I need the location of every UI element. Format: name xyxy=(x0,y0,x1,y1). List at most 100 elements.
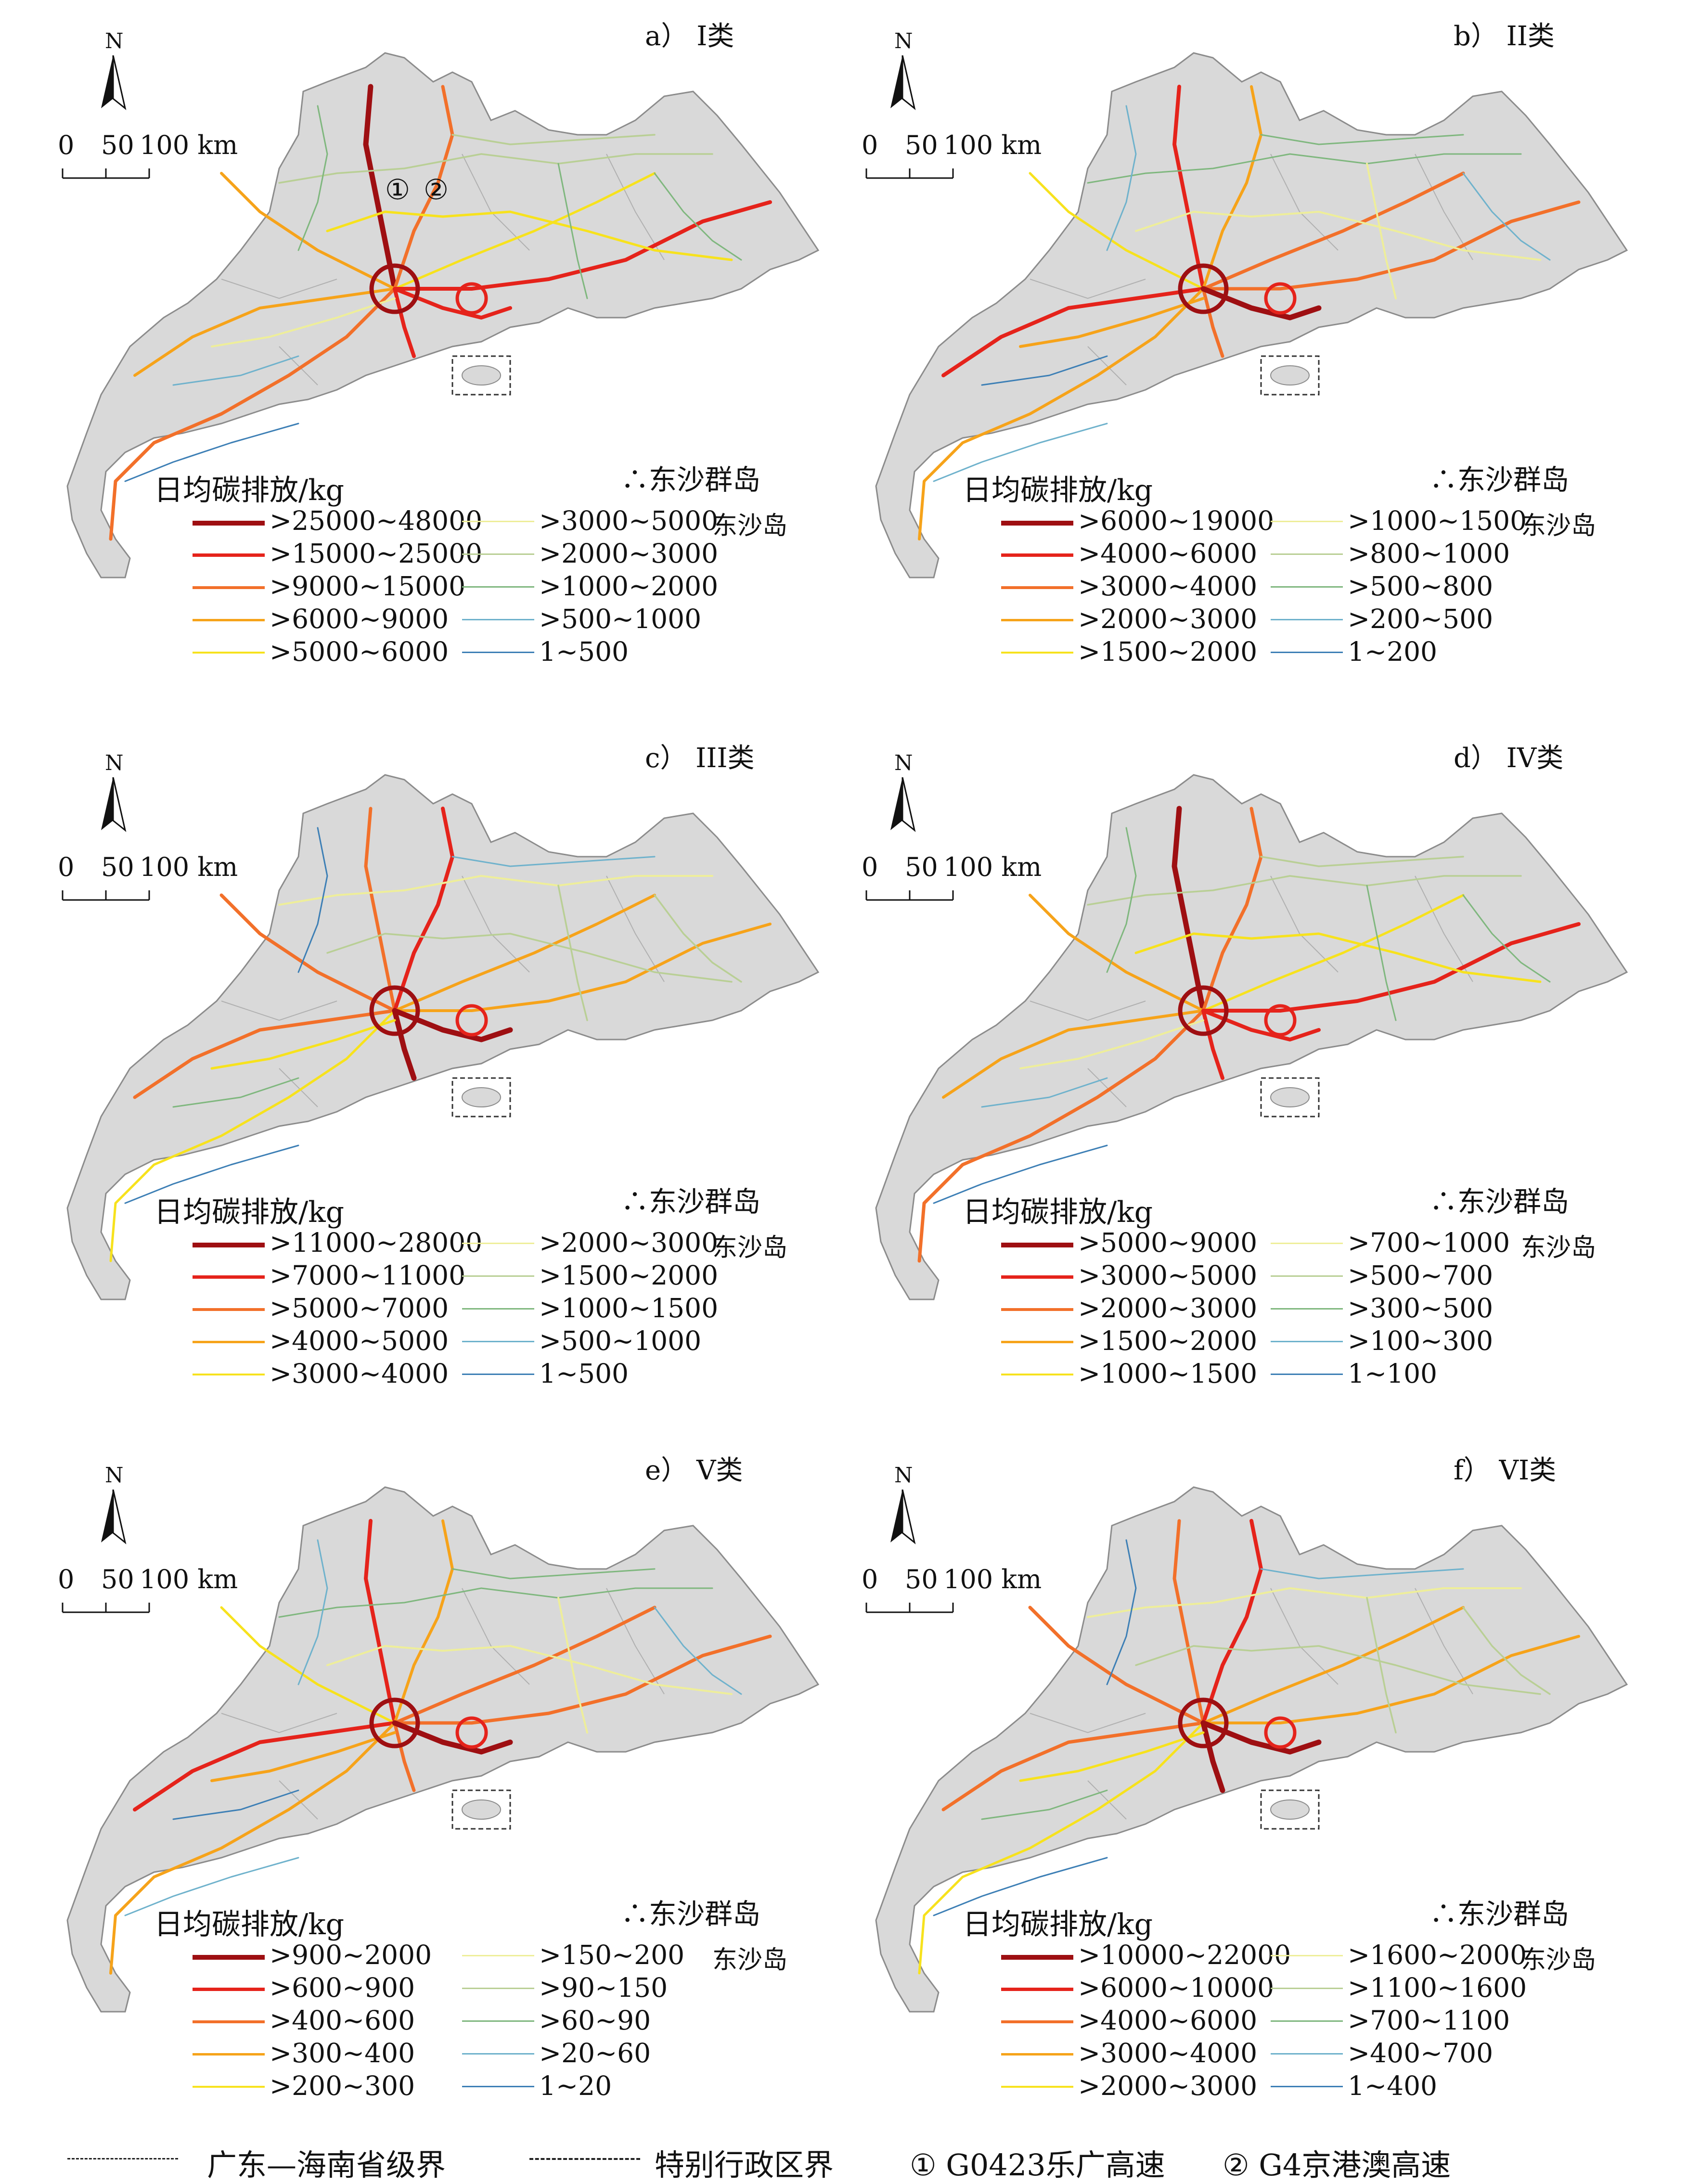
highway-segment xyxy=(326,933,733,983)
highway-segment xyxy=(393,894,656,1012)
highway-segment xyxy=(1087,1587,1522,1618)
legend-label: >1000~1500 xyxy=(1348,505,1527,536)
island-label: 东沙岛 xyxy=(1521,1233,1597,1262)
legend-line-symbol xyxy=(193,2053,265,2056)
ring-road xyxy=(369,263,420,314)
highway-segment xyxy=(364,1519,397,1725)
highway-segment xyxy=(326,1645,733,1695)
scale-tick-label: 100 km xyxy=(140,852,238,882)
arrow-shade-icon xyxy=(101,55,113,108)
legend-line-symbol xyxy=(1001,1341,1073,1343)
legend-line-symbol xyxy=(462,586,534,588)
island-shape xyxy=(1270,365,1310,385)
scale-tick-label: 50 xyxy=(101,1564,134,1594)
panel-title: e） V类 xyxy=(645,1455,743,1486)
highway-segment xyxy=(1019,1731,1205,1782)
highway-segment xyxy=(1028,1606,1205,1725)
legend-label: >200~500 xyxy=(1348,604,1494,634)
legend-label: >4000~6000 xyxy=(1078,538,1258,569)
ring-road xyxy=(1178,1697,1229,1748)
legend-line-symbol xyxy=(193,619,265,621)
legend-label: >90~150 xyxy=(539,1972,668,2003)
scale-tick-label: 0 xyxy=(862,1564,878,1594)
highway-segment xyxy=(1201,1009,1321,1041)
legend-label: >500~1000 xyxy=(539,1325,702,1356)
legend-line-symbol xyxy=(462,1308,534,1310)
ring-road xyxy=(1178,985,1229,1036)
legend-line-symbol xyxy=(462,1341,534,1342)
legend-line-symbol xyxy=(462,1374,534,1375)
scale-tick-label: 100 km xyxy=(943,852,1042,882)
legend-line-symbol xyxy=(462,1243,534,1244)
legend-line-symbol xyxy=(193,1341,265,1343)
legend-label: >800~1000 xyxy=(1348,538,1510,569)
legend-label: >150~200 xyxy=(539,1940,685,1970)
highway-segment xyxy=(918,1722,1205,1975)
legend-label: >500~800 xyxy=(1348,571,1494,602)
legend-label: >10000~22000 xyxy=(1078,1940,1291,1970)
highway-segment xyxy=(210,1731,396,1782)
legend-label: >400~600 xyxy=(270,2005,415,2036)
north-label: N xyxy=(105,1463,124,1488)
highway-segment xyxy=(1201,171,1465,291)
legend-label: >2000~3000 xyxy=(539,1227,719,1258)
legend-label: >3000~4000 xyxy=(1078,571,1258,602)
highway-segment xyxy=(172,355,299,386)
legend-line-symbol xyxy=(1001,619,1073,621)
highway-segment xyxy=(1201,807,1263,1013)
island-label: 东沙岛 xyxy=(712,1946,788,1975)
highway-segment xyxy=(1201,1519,1263,1725)
legend-line-symbol xyxy=(462,2020,534,2022)
legend-label: >3000~5000 xyxy=(1078,1260,1258,1291)
island-group-label: ∴东沙群岛 xyxy=(621,1185,761,1218)
scale-tick-label: 50 xyxy=(905,852,938,882)
legend-label: >400~700 xyxy=(1348,2038,1494,2068)
highway-segment xyxy=(654,894,742,983)
region-map xyxy=(66,1486,820,2013)
legend-label: >1600~2000 xyxy=(1348,1940,1527,1970)
island-shape xyxy=(462,1799,501,1820)
scale-bar: 0 50 100 km xyxy=(43,130,245,188)
legend-label: >700~1100 xyxy=(1348,2005,1510,2036)
highway-segment xyxy=(364,807,397,1013)
legend-line-symbol xyxy=(1271,2053,1343,2055)
highway-segment xyxy=(124,1857,299,1916)
scale-tick-label: 100 km xyxy=(140,130,238,160)
scale-bar-graphic xyxy=(62,1603,150,1613)
legend-line-symbol xyxy=(1271,619,1343,620)
highway-segment xyxy=(393,287,416,358)
highway-segment xyxy=(1029,894,1205,1012)
island-group-label: ∴东沙群岛 xyxy=(1429,1898,1570,1930)
map-panel: a） I类 N 0 50 100 km ① ② ∴东沙群岛 东沙岛 日均碳排放/kg >25000~… xyxy=(29,10,837,693)
legend-line-symbol xyxy=(462,619,534,620)
province-border-line-symbol xyxy=(67,2158,178,2159)
legend-line-symbol xyxy=(1271,521,1343,522)
ring-road xyxy=(1178,263,1229,314)
legend-line-symbol xyxy=(1001,1275,1073,1279)
legend-line-symbol xyxy=(1271,1275,1343,1277)
highway-segment xyxy=(109,1009,396,1262)
highway-segment xyxy=(1366,885,1397,1021)
scale-tick-label: 100 km xyxy=(943,1564,1042,1594)
legend-title: 日均碳排放/kg xyxy=(963,1195,1153,1229)
legend-label: >7000~11000 xyxy=(270,1260,466,1291)
ring-road xyxy=(1264,1716,1297,1749)
highway-segment xyxy=(933,423,1108,482)
highway-segment xyxy=(1134,932,1542,983)
panel-title: d） IV类 xyxy=(1454,743,1564,774)
highway-segment xyxy=(654,1606,742,1695)
legend-title: 日均碳排放/kg xyxy=(963,474,1153,507)
arrow-light-icon xyxy=(112,1490,127,1544)
highway-segment xyxy=(109,1722,396,1975)
county-boundary xyxy=(1030,279,1146,299)
legend-line-symbol xyxy=(1001,586,1073,589)
highway-segment xyxy=(297,1539,328,1685)
map-panel: f） VI类 N 0 50 100 km ∴东沙群岛 东沙岛 日均碳排放/kg >10000~2… xyxy=(837,1444,1646,2127)
emission-legend: 日均碳排放/kg >6000~19000 >4000~6000 >3000~4000 >… xyxy=(963,467,1527,688)
legend-label: >600~900 xyxy=(270,1972,415,2003)
highway-segment xyxy=(393,85,454,291)
legend-label: >1500~2000 xyxy=(539,1260,719,1291)
highway-segment xyxy=(557,885,588,1021)
scale-bar-graphic xyxy=(865,168,954,179)
map-panel: b） II类 N 0 50 100 km ∴东沙群岛 东沙岛 日均碳排放/kg >6000~19… xyxy=(837,10,1646,693)
